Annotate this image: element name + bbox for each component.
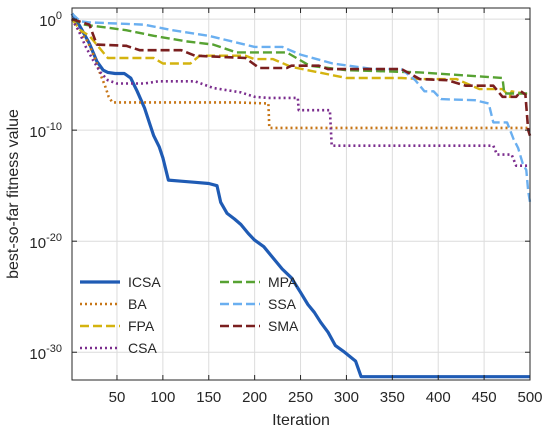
grid [72,8,531,380]
x-tick-label: 300 [334,389,359,406]
x-tick-label: 150 [196,389,221,406]
series-line-icsa [70,12,530,379]
series-line-sma [71,17,532,137]
series-line-mpa [71,18,530,95]
series-line-fpa [71,18,531,99]
x-tick-label: 450 [472,389,497,406]
x-tick-label: 100 [150,389,175,406]
y-tick-label: 10-20 [29,232,62,252]
series-line-ssa [71,12,532,203]
y-tick-label: 10-30 [29,343,62,363]
y-tick-label: 10-10 [29,121,62,141]
y-axis-label: best-so-far fitness value [5,109,22,279]
x-tick-label: 500 [517,389,542,406]
y-tick-label: 100 [39,10,62,30]
x-tick-label: 400 [426,389,451,406]
x-tick-label: 350 [380,389,405,406]
legend: ICSA BA FPA CSA MPA SSA SMA [80,274,299,356]
legend-label-sma: SMA [268,318,299,334]
series-lines [70,12,532,379]
legend-label-ba: BA [128,296,147,312]
x-tick-label: 200 [242,389,267,406]
x-axis-label: Iteration [272,412,330,429]
legend-label-csa: CSA [128,340,157,356]
series-line-ba [70,18,530,130]
legend-label-mpa: MPA [268,274,298,290]
legend-label-icsa: ICSA [128,274,161,290]
x-tick-label: 50 [109,389,126,406]
series-line-csa [70,18,530,167]
legend-label-fpa: FPA [128,318,155,334]
legend-label-ssa: SSA [268,296,297,312]
x-tick-label: 250 [288,389,313,406]
ticks: 50 100 150 200 250 300 350 400 450 500 100 10-10 10-… [29,8,543,406]
